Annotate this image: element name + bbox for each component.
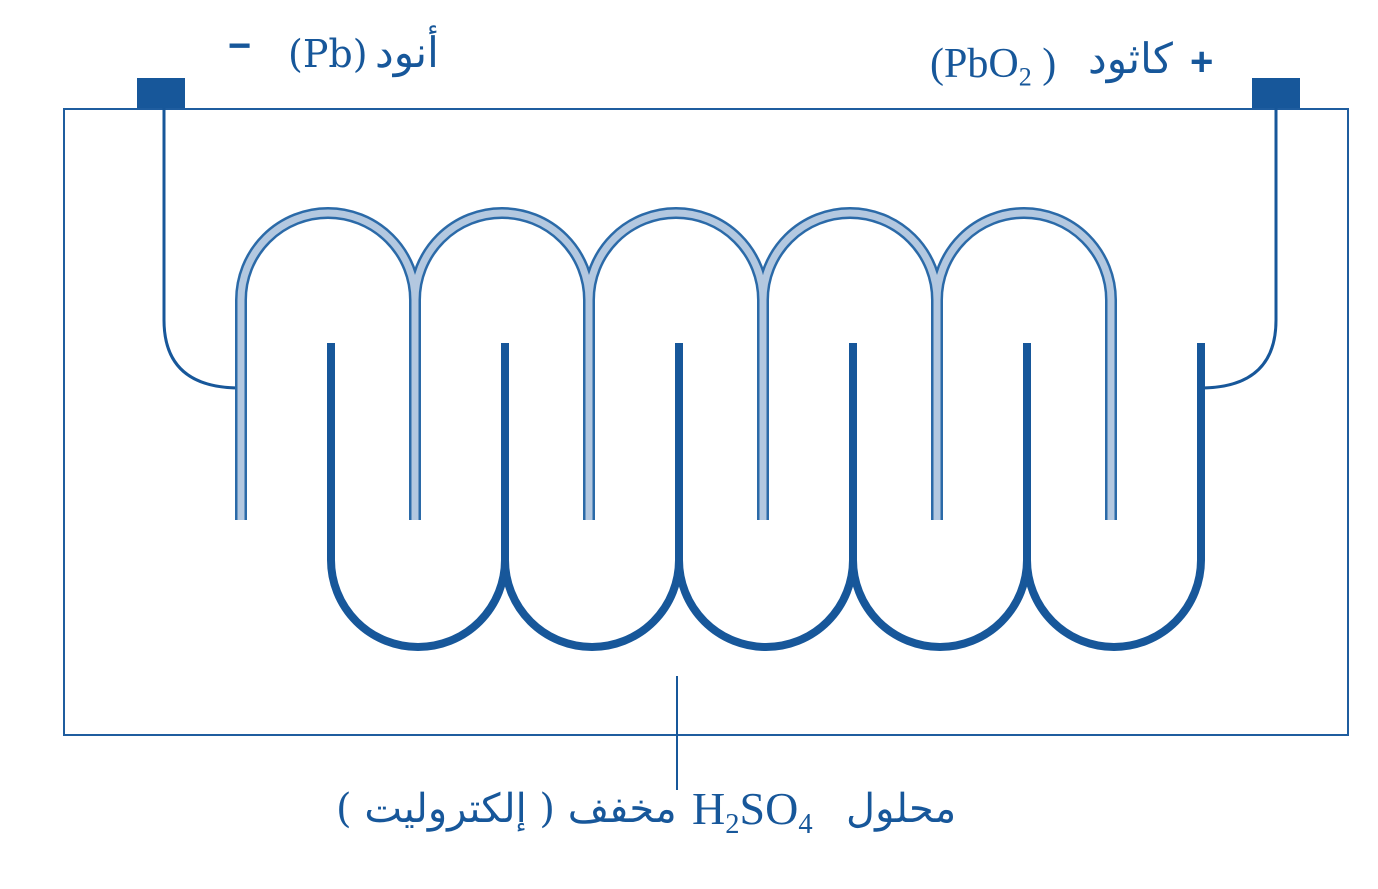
cathode-formula-sub: 2 <box>1018 62 1032 92</box>
cathode-terminal <box>1252 78 1300 108</box>
electrolyte-suffix: مخفف ( إلكتروليت ) <box>336 786 677 832</box>
h-subscript: 2 <box>725 809 740 841</box>
cathode-sign: + <box>1190 40 1214 84</box>
upper-electrode-fill <box>237 209 1115 520</box>
cathode-formula-close: ) <box>1042 41 1057 87</box>
o-subscript: 4 <box>798 809 813 841</box>
lower-electrode-plates <box>327 343 1205 651</box>
anode-lead-wire <box>162 108 241 390</box>
upper-electrode-drops <box>409 300 943 520</box>
so-symbol: SO <box>739 783 799 834</box>
cell-container <box>63 108 1349 736</box>
anode-formula: (Pb) <box>288 32 368 76</box>
cathode-label: كاثود <box>1088 34 1173 83</box>
anode-sign: − <box>228 24 252 68</box>
cathode-formula-open: ( <box>930 41 944 87</box>
electrolyte-formula: H2SO4 <box>692 782 813 841</box>
electrolyte-prefix: محلول <box>846 786 957 832</box>
cathode-formula-main: PbO <box>944 41 1019 87</box>
cathode-lead-wire <box>1199 108 1278 390</box>
h-symbol: H <box>692 783 726 834</box>
lower-electrode-risers <box>501 343 1031 560</box>
anode-terminal <box>137 78 185 108</box>
anode-label: أنود <box>375 28 439 77</box>
cathode-formula: (PbO2 ) <box>930 40 1056 92</box>
